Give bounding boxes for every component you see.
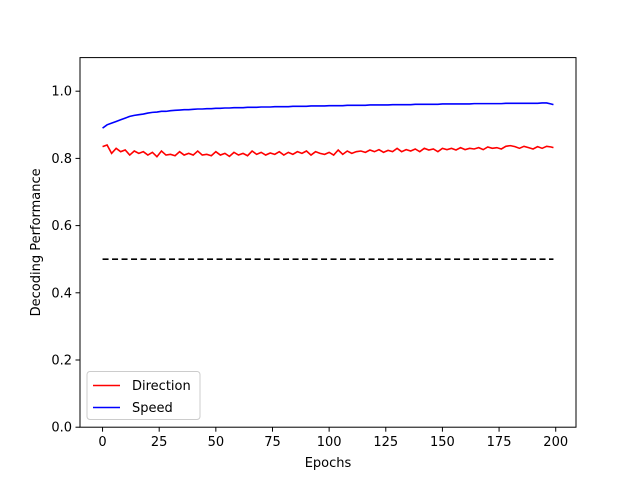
x-tick-label: 200: [543, 435, 568, 450]
x-tick-label: 75: [264, 435, 281, 450]
y-tick-label: 0.0: [51, 421, 72, 436]
plot-frame: [79, 57, 577, 428]
y-tick-label: 0.2: [51, 354, 72, 369]
x-tick-label: 125: [373, 435, 398, 450]
x-axis-ticks: 0 25 50 75 100 125 150 175 200: [98, 427, 568, 450]
x-tick-label: 25: [151, 435, 168, 450]
y-tick-label: 0.8: [51, 152, 72, 167]
y-axis-ticks: 0.0 0.2 0.4 0.6 0.8 1.0: [51, 85, 80, 436]
legend: Direction Speed: [86, 371, 201, 420]
y-tick-label: 1.0: [51, 85, 72, 100]
legend-label: Speed: [132, 401, 173, 416]
x-tick-label: 175: [487, 435, 512, 450]
direction-series-line: [102, 143, 554, 158]
x-tick-label: 50: [208, 435, 225, 450]
legend-label: Direction: [132, 379, 191, 394]
x-tick-label: 100: [317, 435, 342, 450]
y-tick-label: 0.6: [51, 219, 72, 234]
x-axis-label: Epochs: [305, 456, 352, 471]
y-tick-label: 0.4: [51, 286, 72, 301]
plot-lines: [102, 102, 554, 260]
x-tick-label: 150: [430, 435, 455, 450]
speed-series-line: [102, 102, 554, 129]
x-tick-label: 0: [98, 435, 106, 450]
y-axis-label: Decoding Performance: [29, 168, 44, 316]
